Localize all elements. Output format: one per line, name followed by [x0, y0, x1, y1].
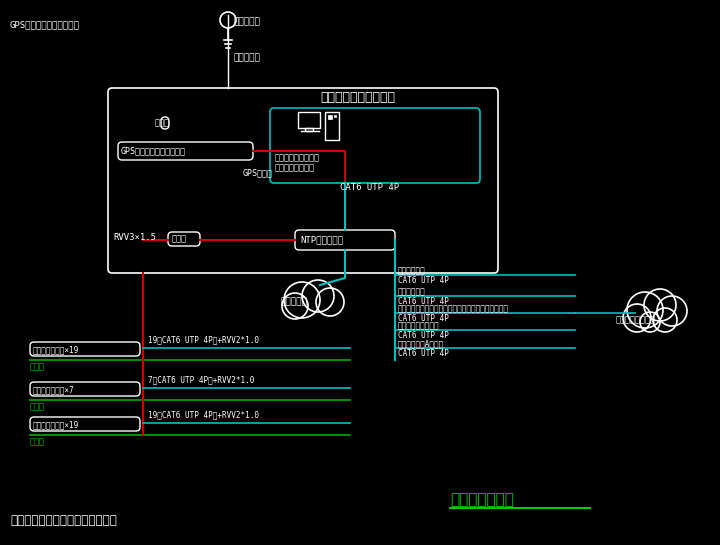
- Text: CAT6 UTP 4P: CAT6 UTP 4P: [398, 348, 449, 358]
- Text: 智能形态管理A层对接: 智能形态管理A层对接: [398, 340, 444, 348]
- Text: GPS信号线: GPS信号线: [243, 168, 273, 178]
- Text: NTP校时服务器: NTP校时服务器: [300, 235, 343, 245]
- Text: CAT6 UTP 4P: CAT6 UTP 4P: [340, 183, 399, 191]
- Bar: [298, 112, 320, 128]
- Text: 注：子钟位置需强电提供强电接口: 注：子钟位置需强电提供强电接口: [10, 513, 117, 526]
- Bar: [305, 128, 313, 131]
- Text: 平面局域对接: 平面局域对接: [398, 267, 426, 276]
- Text: 其他弱电智能系统: 其他弱电智能系统: [616, 316, 656, 324]
- Text: 病房楼: 病房楼: [30, 438, 45, 446]
- Text: 双面小模子时钟×19: 双面小模子时钟×19: [33, 346, 79, 354]
- Text: CAT6 UTP 4P: CAT6 UTP 4P: [398, 276, 449, 284]
- Bar: [325, 112, 339, 140]
- Bar: [328, 115, 332, 119]
- Text: 设备管理层: 设备管理层: [281, 298, 307, 306]
- Text: CAT6 UTP 4P: CAT6 UTP 4P: [398, 313, 449, 323]
- Text: 医技楼: 医技楼: [30, 403, 45, 411]
- Text: 19（CAT6 UTP 4P）+RVV2*1.0: 19（CAT6 UTP 4P）+RVV2*1.0: [148, 410, 259, 420]
- Text: RVV3×1.5: RVV3×1.5: [113, 233, 156, 241]
- Text: CAT6 UTP 4P: CAT6 UTP 4P: [398, 330, 449, 340]
- Text: 平面局域对接: 平面局域对接: [398, 288, 426, 296]
- Text: GPS标准时间信号接收装置: GPS标准时间信号接收装置: [121, 147, 186, 155]
- Text: 门禁、婆子、婆子管理、瓢保门禁、就诊科单系统对接: 门禁、婆子、婆子管理、瓢保门禁、就诊科单系统对接: [398, 305, 509, 313]
- Text: 住院楼负一层中心机房: 住院楼负一层中心机房: [320, 90, 395, 104]
- Text: 19（CAT6 UTP 4P）+RVV2*1.0: 19（CAT6 UTP 4P）+RVV2*1.0: [148, 336, 259, 344]
- Bar: [334, 115, 336, 117]
- Text: 天线子系统: 天线子系统: [234, 17, 261, 27]
- Text: GPS标准时间信号接收装置: GPS标准时间信号接收装置: [10, 21, 80, 29]
- Text: 门诊楼: 门诊楼: [30, 362, 45, 372]
- Text: 智能气护车就诊对接: 智能气护车就诊对接: [398, 322, 440, 330]
- Text: 时频系统监控软件: 时频系统监控软件: [275, 164, 315, 173]
- Text: 天线信号线: 天线信号线: [234, 53, 261, 63]
- Text: 双面小模子时钟×19: 双面小模子时钟×19: [33, 421, 79, 429]
- Text: 充电器: 充电器: [172, 234, 187, 244]
- Text: 双面小模子时钟×7: 双面小模子时钟×7: [33, 385, 75, 395]
- Text: 避雷器: 避雷器: [155, 118, 170, 128]
- Text: 时钟系统拓扑图: 时钟系统拓扑图: [450, 493, 514, 507]
- Text: 时频系统监控工作站: 时频系统监控工作站: [275, 154, 320, 162]
- Text: 7（CAT6 UTP 4P）+RVV2*1.0: 7（CAT6 UTP 4P）+RVV2*1.0: [148, 376, 254, 385]
- Text: CAT6 UTP 4P: CAT6 UTP 4P: [398, 296, 449, 306]
